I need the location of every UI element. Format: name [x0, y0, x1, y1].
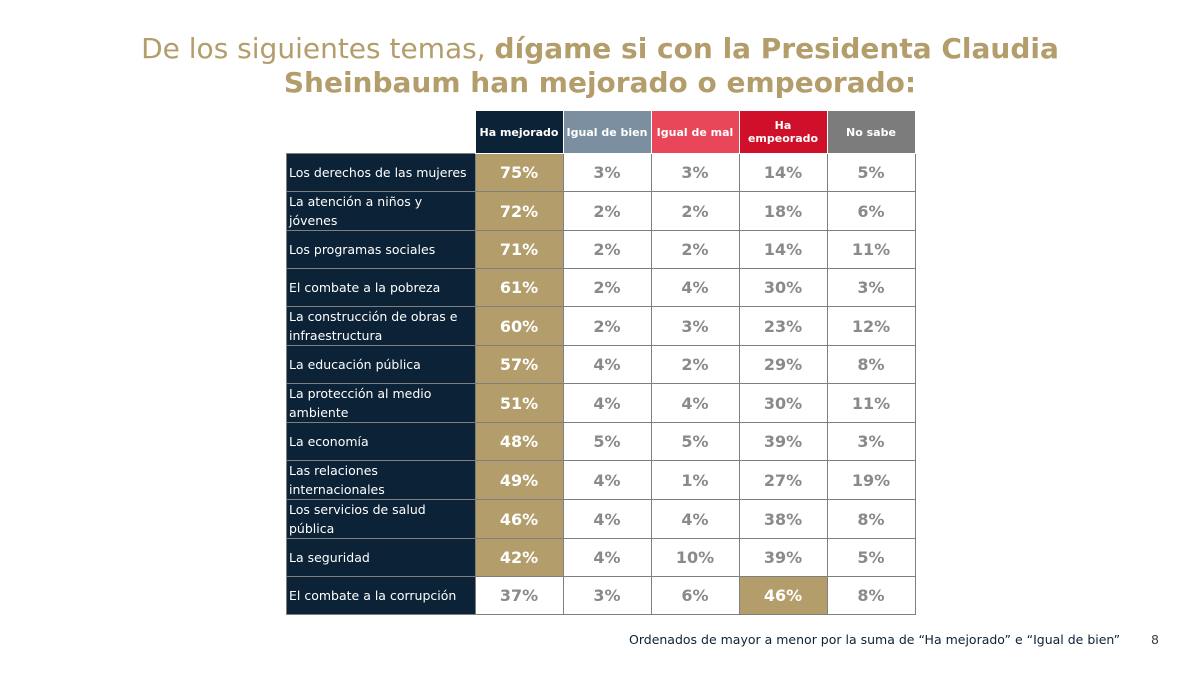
row-label: La economía — [286, 422, 476, 461]
table-row: Los derechos de las mujeres 75% 3% 3% 14% 5% — [286, 153, 916, 192]
column-header-2: Igual de mal — [650, 110, 740, 154]
value-cell: 2% — [562, 191, 652, 231]
value-cell: 4% — [562, 499, 652, 539]
value-cell: 3% — [826, 268, 916, 307]
value-cell: 3% — [826, 422, 916, 461]
value-cell: 46% — [738, 576, 828, 615]
value-cell: 2% — [562, 230, 652, 269]
value-cell: 51% — [474, 383, 564, 423]
value-cell: 4% — [650, 383, 740, 423]
table-row: La economía 48% 5% 5% 39% 3% — [286, 422, 916, 461]
header-row: Ha mejorado Igual de bien Igual de mal Ha e… — [286, 110, 916, 154]
value-cell: 60% — [474, 306, 564, 346]
value-cell: 2% — [650, 345, 740, 384]
row-label: Los servicios de salud pública — [286, 499, 476, 539]
row-label: Los programas sociales — [286, 230, 476, 269]
value-cell: 49% — [474, 460, 564, 500]
value-cell: 2% — [650, 230, 740, 269]
table-row: La educación pública 57% 4% 2% 29% 8% — [286, 345, 916, 384]
table-row: Las relaciones internacionales 49% 4% 1% 27%… — [286, 460, 916, 500]
column-header-4: No sabe — [826, 110, 916, 154]
value-cell: 4% — [650, 499, 740, 539]
row-label: La protección al medio ambiente — [286, 383, 476, 423]
row-label: Las relaciones internacionales — [286, 460, 476, 500]
row-label: Los derechos de las mujeres — [286, 153, 476, 192]
row-label: El combate a la pobreza — [286, 268, 476, 307]
value-cell: 11% — [826, 230, 916, 269]
value-cell: 3% — [562, 576, 652, 615]
value-cell: 30% — [738, 383, 828, 423]
value-cell: 11% — [826, 383, 916, 423]
value-cell: 4% — [562, 383, 652, 423]
value-cell: 37% — [474, 576, 564, 615]
value-cell: 38% — [738, 499, 828, 539]
value-cell: 72% — [474, 191, 564, 231]
value-cell: 29% — [738, 345, 828, 384]
column-header-1: Igual de bien — [562, 110, 652, 154]
column-header-0: Ha mejorado — [474, 110, 564, 154]
row-label: La educación pública — [286, 345, 476, 384]
value-cell: 1% — [650, 460, 740, 500]
title-bold: dígame si con la Presidenta Claudia Shei… — [283, 32, 1059, 99]
value-cell: 19% — [826, 460, 916, 500]
results-table: Ha mejorado Igual de bien Igual de mal Ha e… — [286, 110, 916, 615]
row-label: La atención a niños y jóvenes — [286, 191, 476, 231]
value-cell: 23% — [738, 306, 828, 346]
table-row: La construcción de obras e infraestructu… — [286, 306, 916, 346]
value-cell: 14% — [738, 153, 828, 192]
table-row: El combate a la corrupción 37% 3% 6% 46% 8% — [286, 576, 916, 615]
value-cell: 8% — [826, 499, 916, 539]
value-cell: 27% — [738, 460, 828, 500]
row-label: La construcción de obras e infraestructu… — [286, 306, 476, 346]
value-cell: 8% — [826, 345, 916, 384]
value-cell: 5% — [562, 422, 652, 461]
value-cell: 2% — [562, 306, 652, 346]
value-cell: 71% — [474, 230, 564, 269]
footnote: Ordenados de mayor a menor por la suma d… — [629, 632, 1121, 647]
value-cell: 3% — [650, 306, 740, 346]
value-cell: 3% — [562, 153, 652, 192]
value-cell: 2% — [650, 191, 740, 231]
value-cell: 3% — [650, 153, 740, 192]
value-cell: 8% — [826, 576, 916, 615]
value-cell: 10% — [650, 538, 740, 577]
value-cell: 46% — [474, 499, 564, 539]
value-cell: 6% — [650, 576, 740, 615]
value-cell: 6% — [826, 191, 916, 231]
title-normal: De los siguientes temas, — [141, 32, 495, 65]
table-row: La atención a niños y jóvenes 72% 2% 2% 18% 6… — [286, 191, 916, 231]
value-cell: 75% — [474, 153, 564, 192]
value-cell: 12% — [826, 306, 916, 346]
table-row: La protección al medio ambiente 51% 4% 4% 30… — [286, 383, 916, 423]
value-cell: 57% — [474, 345, 564, 384]
value-cell: 42% — [474, 538, 564, 577]
table-row: Los servicios de salud pública 46% 4% 4% 38%… — [286, 499, 916, 539]
value-cell: 4% — [562, 460, 652, 500]
page-number: 8 — [1151, 632, 1159, 647]
header-corner — [286, 110, 475, 154]
value-cell: 4% — [650, 268, 740, 307]
column-header-3: Ha empeorado — [738, 110, 828, 154]
value-cell: 5% — [826, 153, 916, 192]
value-cell: 5% — [650, 422, 740, 461]
value-cell: 48% — [474, 422, 564, 461]
value-cell: 18% — [738, 191, 828, 231]
page-title: De los siguientes temas, dígame si con l… — [60, 32, 1140, 100]
table-row: La seguridad 42% 4% 10% 39% 5% — [286, 538, 916, 577]
value-cell: 61% — [474, 268, 564, 307]
table-row: Los programas sociales 71% 2% 2% 14% 11% — [286, 230, 916, 269]
value-cell: 4% — [562, 538, 652, 577]
value-cell: 2% — [562, 268, 652, 307]
value-cell: 14% — [738, 230, 828, 269]
table-body: Los derechos de las mujeres 75% 3% 3% 14% 5% L… — [286, 153, 916, 615]
value-cell: 30% — [738, 268, 828, 307]
value-cell: 39% — [738, 538, 828, 577]
value-cell: 4% — [562, 345, 652, 384]
value-cell: 39% — [738, 422, 828, 461]
table-row: El combate a la pobreza 61% 2% 4% 30% 3% — [286, 268, 916, 307]
row-label: La seguridad — [286, 538, 476, 577]
row-label: El combate a la corrupción — [286, 576, 476, 615]
value-cell: 5% — [826, 538, 916, 577]
